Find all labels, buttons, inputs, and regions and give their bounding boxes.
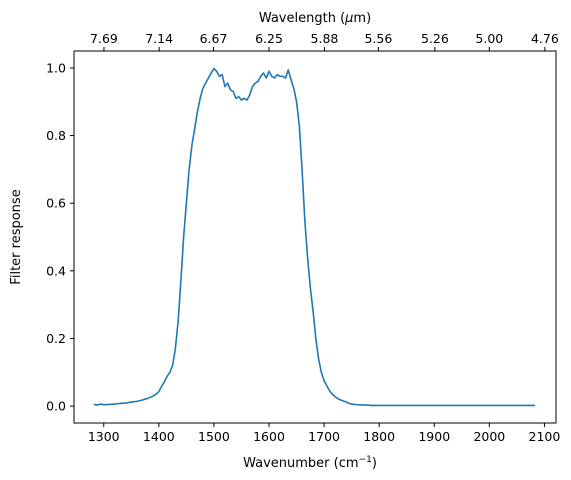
series-line-layer — [93, 67, 536, 407]
top-tick-label: 4.76 — [531, 31, 559, 46]
y-tick-label: 0.0 — [46, 399, 66, 414]
top-tick-label: 5.26 — [421, 31, 449, 46]
top-tick-label: 6.67 — [200, 31, 228, 46]
bottom-x-axis: 1300 1400 1500 1600 1700 1800 1900 2000 2100 — [88, 423, 561, 444]
x-tick-label: 1500 — [198, 429, 230, 444]
y-tick-label: 1.0 — [46, 60, 66, 75]
plot-area — [73, 50, 557, 424]
top-tick-label: 5.00 — [475, 31, 503, 46]
top-tick-label: 7.14 — [145, 31, 173, 46]
top-tick-label: 6.25 — [255, 31, 283, 46]
top-tick-label: 5.56 — [364, 31, 392, 46]
x-tick-label: 1600 — [253, 429, 285, 444]
y-tick-label: 0.4 — [46, 263, 66, 278]
x-tick-label: 1800 — [363, 429, 395, 444]
y-tick-label: 0.8 — [46, 128, 66, 143]
y-axis-title: Filter response — [9, 189, 24, 284]
x-tick-label: 2000 — [473, 429, 505, 444]
y-tick-label: 0.6 — [46, 196, 66, 211]
top-tick-label: 5.88 — [311, 31, 339, 46]
left-y-axis: 0.0 0.2 0.4 0.6 0.8 1.0 — [46, 60, 74, 414]
top-x-axis: 7.69 7.14 6.67 6.25 5.88 5.56 5.26 5.00 4.76 — [90, 31, 559, 51]
x-tick-label: 1400 — [143, 429, 175, 444]
top-tick-label: 7.69 — [90, 31, 118, 46]
x-axis-title: Wavenumber (cm−1) — [243, 455, 377, 471]
x-tick-label: 1700 — [308, 429, 340, 444]
series-line-0 — [93, 67, 536, 407]
top-x-axis-title: Wavelength (μm) — [259, 11, 371, 26]
x-tick-label: 1300 — [88, 429, 120, 444]
y-tick-label: 0.2 — [46, 331, 66, 346]
x-tick-label: 1900 — [418, 429, 450, 444]
x-tick-label: 2100 — [529, 429, 561, 444]
